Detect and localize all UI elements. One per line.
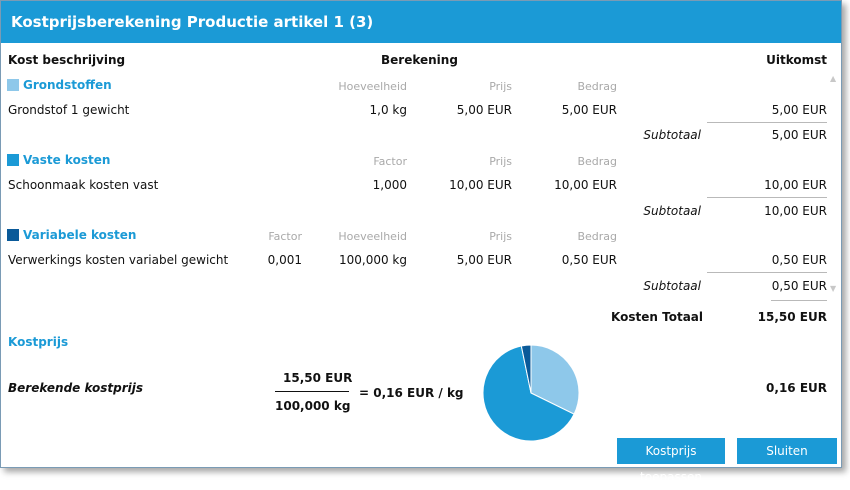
col-hoeveelheid: Hoeveelheid — [338, 80, 407, 93]
row-result: 10,00 EUR — [764, 178, 827, 192]
row-value: 10,00 EUR — [554, 178, 617, 192]
row-label-schoonmaak: Schoonmaak kosten vast — [8, 178, 159, 192]
scroll-up-icon[interactable]: ▲ — [830, 74, 837, 83]
row-value: 5,00 EUR — [561, 103, 617, 117]
row-value: 5,00 EUR — [456, 103, 512, 117]
row-value: 0,001 — [267, 253, 302, 267]
row-value: 100,000 kg — [338, 253, 407, 267]
col-factor: Factor — [373, 155, 407, 168]
header-outcome: Uitkomst — [766, 53, 827, 67]
total-label: Kosten Totaal — [611, 310, 703, 324]
kostprijs-denominator: 100,000 kg — [275, 399, 351, 413]
subtotal-divider — [707, 197, 827, 198]
dialog-title: Kostprijsberekening Productie artikel 1 … — [1, 1, 841, 43]
subtotal-value: 10,00 EUR — [764, 204, 827, 218]
subtotal-label: Subtotaal — [643, 204, 701, 218]
col-prijs: Prijs — [489, 155, 512, 168]
close-button[interactable]: Sluiten — [737, 438, 837, 464]
col-bedrag: Bedrag — [577, 80, 617, 93]
section-title-variabele-kosten: Variabele kosten — [23, 228, 137, 242]
pie-slice-grondstoffen — [530, 344, 580, 415]
variabele-kosten-color-swatch — [7, 229, 19, 241]
subtotal-label: Subtotaal — [643, 128, 701, 142]
section-title-grondstoffen: Grondstoffen — [23, 78, 112, 92]
pie-slice-vaste-kosten — [482, 345, 575, 442]
col-hoeveelheid: Hoeveelheid — [338, 230, 407, 243]
cost-pie-chart — [482, 344, 580, 442]
subtotal-value: 5,00 EUR — [771, 128, 827, 142]
col-prijs: Prijs — [489, 80, 512, 93]
row-value: 10,00 EUR — [449, 178, 512, 192]
kostprijs-label: Berekende kostprijs — [8, 381, 144, 395]
row-value: 0,50 EUR — [561, 253, 617, 267]
kostprijs-heading: Kostprijs — [8, 335, 69, 349]
header-calculation: Berekening — [381, 53, 458, 67]
pie-slice-variabele-kosten — [520, 344, 532, 394]
row-value: 1,0 kg — [369, 103, 407, 117]
vaste-kosten-color-swatch — [7, 154, 19, 166]
grondstoffen-color-swatch — [7, 79, 19, 91]
row-value: 5,00 EUR — [456, 253, 512, 267]
cost-price-dialog: Kostprijsberekening Productie artikel 1 … — [0, 0, 842, 468]
subtotal-label: Subtotaal — [643, 279, 701, 293]
total-value: 15,50 EUR — [757, 310, 827, 324]
row-label-verwerking: Verwerkings kosten variabel gewicht — [8, 253, 229, 267]
row-result: 0,50 EUR — [771, 253, 827, 267]
subtotal-divider — [707, 122, 827, 123]
scroll-down-icon[interactable]: ▼ — [830, 284, 837, 293]
fraction-bar — [275, 391, 349, 392]
kostprijs-result: 0,16 EUR — [766, 381, 827, 395]
section-title-vaste-kosten: Vaste kosten — [23, 153, 111, 167]
subtotal-divider — [707, 272, 827, 273]
row-value: 1,000 — [372, 178, 407, 192]
kostprijs-numerator: 15,50 EUR — [283, 371, 353, 385]
kostprijs-equation: = 0,16 EUR / kg — [359, 386, 464, 400]
col-factor: Factor — [268, 230, 302, 243]
row-result: 5,00 EUR — [771, 103, 827, 117]
col-prijs: Prijs — [489, 230, 512, 243]
header-description: Kost beschrijving — [8, 53, 126, 67]
apply-kostprijs-button[interactable]: Kostprijs toepassen — [617, 438, 725, 484]
row-label-grondstof: Grondstof 1 gewicht — [8, 103, 130, 117]
col-bedrag: Bedrag — [577, 155, 617, 168]
col-bedrag: Bedrag — [577, 230, 617, 243]
subtotal-value: 0,50 EUR — [771, 279, 827, 293]
total-divider — [771, 300, 827, 301]
